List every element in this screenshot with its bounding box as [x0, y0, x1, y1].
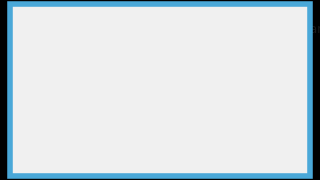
Text: 1    :    1    :    3: 1 : 1 : 3 [42, 138, 138, 150]
Text: 0.47: 0.47 [84, 116, 109, 129]
Text: 0.47: 0.47 [84, 102, 109, 115]
Text: 0.47: 0.47 [46, 116, 72, 129]
Text: 1.4: 1.4 [123, 102, 141, 115]
Text: O: O [126, 42, 138, 56]
Text: 0.47: 0.47 [46, 102, 72, 115]
Text: 3: 3 [103, 166, 111, 179]
Text: A compound has 18.2% potassium, 59.4% iodine and the
rest is oxygen. Determine i: A compound has 18.2% potassium, 59.4% io… [17, 23, 320, 51]
Text: KIO: KIO [69, 158, 99, 173]
Text: 16: 16 [125, 78, 140, 91]
Text: I: I [94, 42, 99, 56]
Text: K: K [53, 42, 64, 56]
Text: 127: 127 [85, 78, 108, 91]
Text: 18.2: 18.2 [46, 64, 72, 77]
Text: 39: 39 [51, 78, 66, 91]
Text: 59.4: 59.4 [84, 64, 109, 77]
Text: 22.4: 22.4 [119, 64, 145, 77]
Text: 0.47: 0.47 [119, 116, 145, 129]
